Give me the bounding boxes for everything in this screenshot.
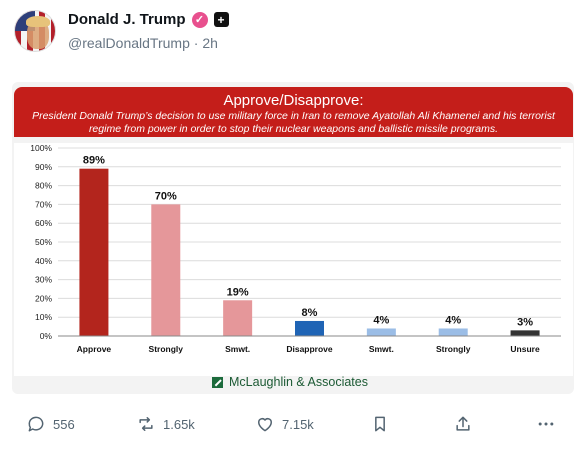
share-button[interactable] [453, 414, 473, 434]
x-tick-label: Unsure [510, 344, 540, 354]
chart-plot-area: 0% 10% 20% 30% 40% 50% 60% 70% 80% 90% 100% 89% Appr… [14, 143, 573, 376]
y-tick-label: 10% [35, 312, 52, 322]
y-tick-label: 30% [35, 275, 52, 285]
reply-button[interactable]: 556 [26, 414, 75, 434]
data-label: 3% [517, 316, 533, 328]
repost-count: 1.65k [163, 416, 195, 432]
comment-icon [28, 416, 44, 432]
data-label: 70% [155, 190, 177, 202]
reply-count: 556 [53, 416, 75, 432]
source-label: McLaughlin & Associates [229, 375, 368, 389]
repost-button[interactable]: 1.65k [136, 414, 195, 434]
y-tick-label: 50% [35, 237, 52, 247]
like-count: 7.15k [282, 416, 314, 432]
y-tick-label: 60% [35, 218, 52, 228]
bookmark-button[interactable] [370, 414, 390, 434]
x-tick-label: Smwt. [369, 344, 394, 354]
x-tick-label: Strongly [436, 344, 471, 354]
data-label: 89% [83, 155, 105, 167]
bar [295, 320, 324, 336]
y-tick-label: 80% [35, 181, 52, 191]
bar [151, 204, 181, 336]
display-name[interactable]: Donald J. Trump [68, 11, 186, 28]
plus-badge-icon: + [213, 12, 229, 27]
post-actions-bar: 556 1.65k 7.15k [0, 410, 580, 442]
chart-image[interactable]: Approve/Disapprove: President Donald Tru… [12, 82, 574, 394]
y-tick-label: 70% [35, 199, 52, 209]
data-label: 8% [302, 307, 318, 319]
repost-icon [139, 417, 153, 431]
avatar-hair [26, 16, 50, 27]
author-name-row: Donald J. Trump ✓ + [68, 11, 229, 28]
chart-title: Approve/Disapprove: [223, 92, 364, 109]
bar [510, 330, 540, 336]
data-label: 4% [445, 314, 461, 326]
bar [438, 328, 468, 336]
x-tick-label: Smwt. [225, 344, 250, 354]
author-handle-row: @realDonaldTrump · 2h [68, 35, 218, 51]
y-tick-label: 40% [35, 256, 52, 266]
checkmark-badge-icon: ✓ [191, 11, 208, 28]
heart-icon [258, 418, 272, 432]
more-button[interactable] [536, 414, 556, 434]
x-tick-label: Disapprove [286, 344, 333, 354]
more-icon [538, 422, 554, 426]
chart-subtitle: President Donald Trump’s decision to use… [32, 110, 555, 135]
separator: · [193, 35, 199, 51]
bar [223, 300, 253, 336]
chart-source: McLaughlin & Associates [0, 375, 580, 389]
y-tick-label: 90% [35, 162, 52, 172]
bar [366, 328, 396, 336]
y-tick-label: 20% [35, 293, 52, 303]
chart-banner: Approve/Disapprove: President Donald Tru… [14, 87, 573, 137]
x-tick-label: Approve [77, 344, 112, 354]
mclaughlin-logo-icon [212, 376, 224, 388]
bookmark-icon [375, 416, 385, 432]
avatar[interactable] [14, 10, 56, 52]
y-tick-label: 100% [30, 143, 52, 153]
bar-chart: 0% 10% 20% 30% 40% 50% 60% 70% 80% 90% 100% 89% Appr… [30, 143, 561, 354]
data-label: 19% [227, 286, 249, 298]
y-tick-label: 0% [40, 331, 53, 341]
handle[interactable]: @realDonaldTrump [68, 35, 190, 51]
share-icon [456, 416, 470, 431]
data-label: 4% [373, 314, 389, 326]
post-time[interactable]: 2h [202, 35, 218, 51]
like-button[interactable]: 7.15k [255, 414, 314, 434]
bar [79, 168, 109, 336]
x-tick-label: Strongly [149, 344, 184, 354]
